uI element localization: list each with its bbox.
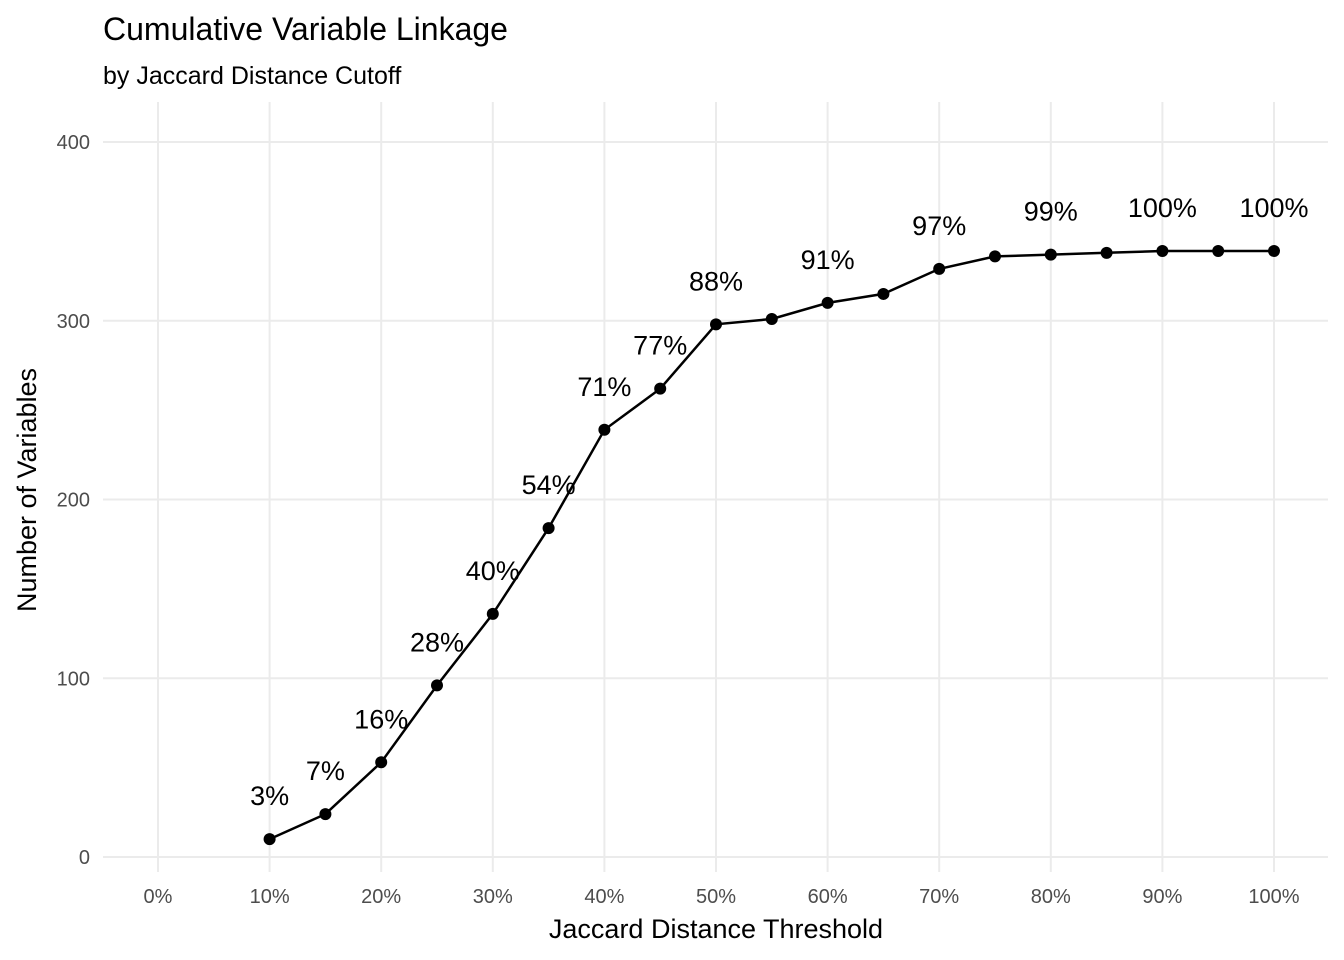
data-point (710, 318, 722, 331)
data-point (431, 679, 443, 692)
x-axis-title: Jaccard Distance Threshold (549, 914, 883, 944)
data-label: 91% (801, 245, 855, 275)
data-points (263, 245, 1280, 846)
data-point (765, 312, 778, 325)
data-point (933, 262, 946, 275)
x-tick-label: 90% (1142, 886, 1182, 908)
x-axis-ticks: 0% 10% 20% 30% 40% 50% 60% 70% 80% 90% 100% (144, 886, 1300, 908)
data-label: 77% (633, 331, 687, 361)
data-point (877, 287, 890, 300)
data-point (1212, 245, 1225, 258)
grid (103, 102, 1328, 872)
x-tick-label: 10% (250, 886, 290, 908)
data-label: 88% (689, 266, 743, 296)
data-label: 28% (410, 627, 464, 657)
x-tick-label: 50% (696, 886, 736, 908)
chart-subtitle: by Jaccard Distance Cutoff (103, 62, 401, 90)
data-point (486, 607, 499, 620)
data-label: 7% (306, 756, 345, 786)
x-tick-label: 80% (1031, 886, 1071, 908)
data-point (1044, 248, 1057, 261)
y-tick-label: 400 (57, 132, 90, 154)
data-label: 99% (1024, 197, 1078, 227)
data-point (1100, 246, 1113, 259)
data-point (1268, 245, 1280, 258)
x-tick-label: 70% (919, 886, 959, 908)
data-label: 71% (577, 372, 631, 402)
data-point (989, 250, 1001, 263)
y-tick-label: 300 (57, 311, 90, 333)
y-axis-title: Number of Variables (12, 368, 42, 612)
chart-title: Cumulative Variable Linkage (103, 11, 508, 47)
y-tick-label: 100 (57, 668, 90, 690)
data-label: 40% (466, 556, 520, 586)
data-point (598, 423, 611, 436)
data-point (375, 756, 388, 769)
x-tick-label: 0% (144, 886, 173, 908)
data-point (319, 808, 332, 821)
data-label: 100% (1239, 193, 1308, 223)
data-label: 100% (1128, 193, 1197, 223)
data-point (263, 833, 276, 846)
data-point (654, 382, 667, 395)
data-point (821, 296, 834, 309)
data-point (1156, 245, 1169, 258)
y-tick-label: 0 (79, 847, 90, 869)
series-line (269, 249, 1274, 841)
y-axis-ticks: 0 100 200 300 400 (57, 132, 90, 869)
data-labels: 3% 7% 16% 28% 40% 54% 71%77% 88% 91% 97% 99% 100% 10… (250, 193, 1308, 811)
x-tick-label: 30% (473, 886, 513, 908)
data-label: 16% (354, 704, 408, 734)
y-tick-label: 200 (57, 490, 90, 512)
x-tick-label: 100% (1248, 886, 1299, 908)
x-tick-label: 40% (584, 886, 624, 908)
data-point (542, 522, 555, 535)
data-label: 3% (250, 781, 289, 811)
x-tick-label: 60% (808, 886, 848, 908)
data-label: 97% (912, 211, 966, 241)
data-label: 54% (522, 470, 576, 500)
x-tick-label: 20% (361, 886, 401, 908)
